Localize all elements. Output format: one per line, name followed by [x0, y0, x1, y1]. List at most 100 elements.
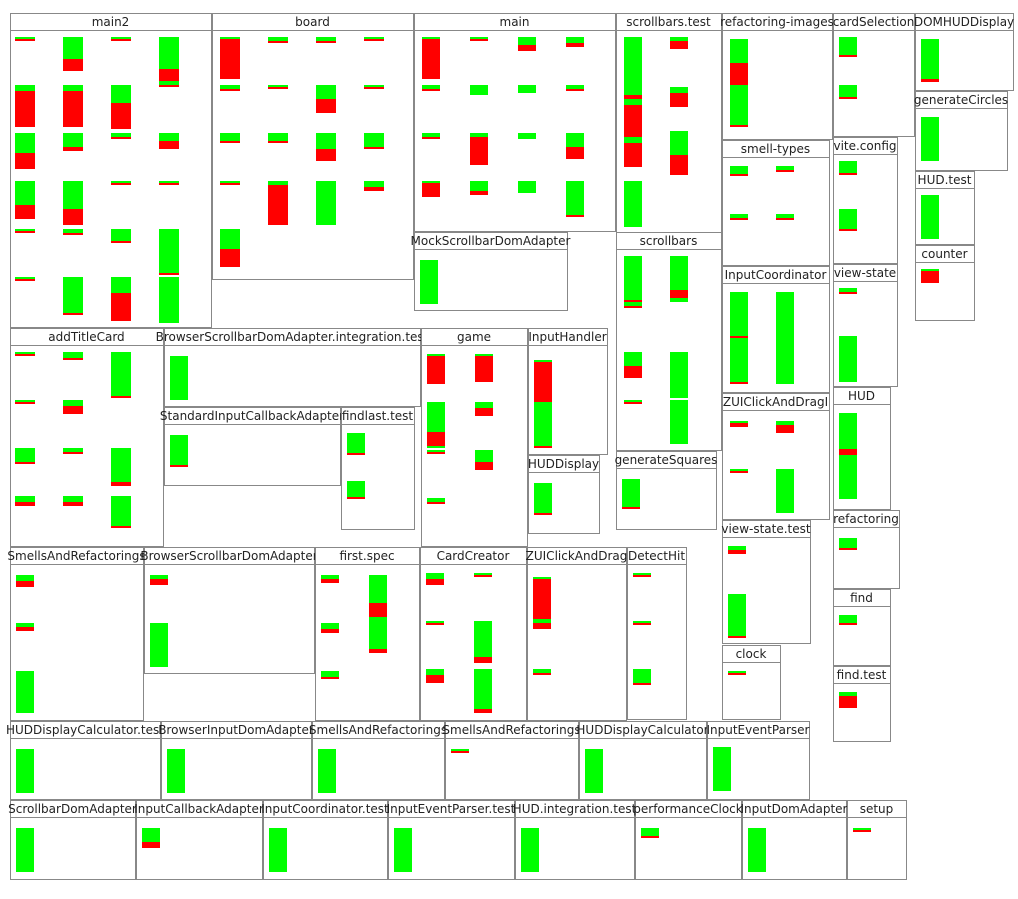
file-box[interactable]	[833, 13, 915, 137]
code-segment	[316, 133, 336, 149]
code-segment	[730, 166, 748, 174]
code-segment	[730, 218, 748, 220]
file-box[interactable]	[161, 721, 312, 800]
file-label: counter	[921, 247, 967, 261]
code-segment	[63, 406, 83, 414]
code-segment	[470, 191, 488, 195]
code-segment	[839, 623, 857, 625]
code-segment	[728, 546, 746, 550]
code-segment	[518, 45, 536, 51]
code-segment	[15, 229, 35, 231]
code-segment	[159, 141, 179, 149]
code-segment	[422, 85, 440, 89]
code-segment	[63, 358, 83, 360]
code-segment	[474, 621, 492, 657]
code-segment	[268, 41, 288, 43]
file-box[interactable]	[315, 547, 420, 721]
code-segment	[427, 502, 445, 504]
file-box[interactable]	[144, 547, 315, 674]
code-segment	[15, 402, 35, 404]
code-segment	[159, 81, 179, 85]
file-box[interactable]	[722, 645, 781, 720]
code-segment	[728, 671, 746, 673]
code-segment	[268, 87, 288, 89]
file-box[interactable]	[414, 232, 568, 311]
file-label: find.test	[837, 668, 887, 682]
file-label: InputHandler	[528, 330, 606, 344]
code-segment	[748, 828, 766, 872]
code-segment	[316, 41, 336, 43]
code-segment	[518, 85, 536, 93]
file-box[interactable]	[527, 547, 627, 721]
code-segment	[111, 496, 131, 526]
code-segment	[839, 97, 857, 99]
file-label: DOMHUDDisplay	[914, 15, 1014, 29]
code-segment	[624, 137, 642, 143]
file-box[interactable]	[164, 407, 341, 486]
code-segment	[470, 133, 488, 137]
code-segment	[624, 37, 642, 95]
code-segment	[422, 39, 440, 79]
code-segment	[364, 85, 384, 87]
file-label: first.spec	[339, 549, 394, 563]
code-segment	[268, 37, 288, 41]
code-segment	[624, 352, 642, 366]
code-segment	[347, 497, 365, 499]
code-segment	[474, 709, 492, 713]
code-segment	[15, 85, 35, 91]
file-box[interactable]	[164, 328, 421, 407]
code-segment	[534, 513, 552, 515]
code-segment	[422, 37, 440, 39]
code-segment	[566, 181, 584, 215]
code-segment	[220, 133, 240, 141]
file-box[interactable]	[445, 721, 579, 800]
file-label: findlast.test	[342, 409, 414, 423]
code-segment	[321, 579, 339, 583]
code-segment	[921, 195, 939, 239]
code-segment	[347, 481, 365, 497]
file-box[interactable]	[10, 721, 161, 800]
code-segment	[63, 181, 83, 209]
code-segment	[150, 575, 168, 579]
file-label: BrowserInputDomAdapter	[158, 723, 314, 737]
code-segment	[624, 302, 642, 306]
code-segment	[426, 623, 444, 625]
file-box[interactable]	[847, 800, 907, 880]
code-segment	[776, 338, 794, 384]
code-segment	[15, 231, 35, 233]
file-label: view-state.test	[721, 522, 811, 536]
file-box[interactable]	[414, 13, 616, 232]
code-segment	[839, 413, 857, 449]
code-segment	[111, 133, 131, 137]
code-segment	[776, 292, 794, 338]
code-segment	[624, 300, 642, 302]
file-box[interactable]	[833, 589, 891, 666]
file-label: cardSelection	[833, 15, 915, 29]
file-box[interactable]	[341, 407, 415, 530]
file-label: InputCoordinator.test	[261, 802, 389, 816]
file-box[interactable]	[833, 137, 898, 264]
code-segment	[633, 621, 651, 623]
code-segment	[470, 181, 488, 191]
code-segment	[728, 550, 746, 554]
code-segment	[111, 183, 131, 185]
file-label: generateSquares	[615, 453, 718, 467]
file-box[interactable]	[10, 328, 164, 547]
file-label: InputEventParser.test	[387, 802, 516, 816]
code-segment	[15, 205, 35, 219]
code-segment	[321, 623, 339, 629]
code-segment	[15, 354, 35, 356]
code-segment	[921, 39, 939, 79]
code-segment	[111, 103, 131, 129]
code-segment	[839, 209, 857, 229]
file-box[interactable]	[722, 140, 830, 266]
code-segment	[15, 462, 35, 464]
file-label: HUDDisplayCalculator	[576, 723, 708, 737]
code-segment	[839, 336, 857, 382]
file-label: game	[457, 330, 491, 344]
code-segment	[63, 277, 83, 313]
file-label: SmellsAndRefactorings	[7, 549, 145, 563]
code-segment	[475, 354, 493, 356]
code-segment	[730, 336, 748, 338]
file-box[interactable]	[635, 800, 742, 880]
